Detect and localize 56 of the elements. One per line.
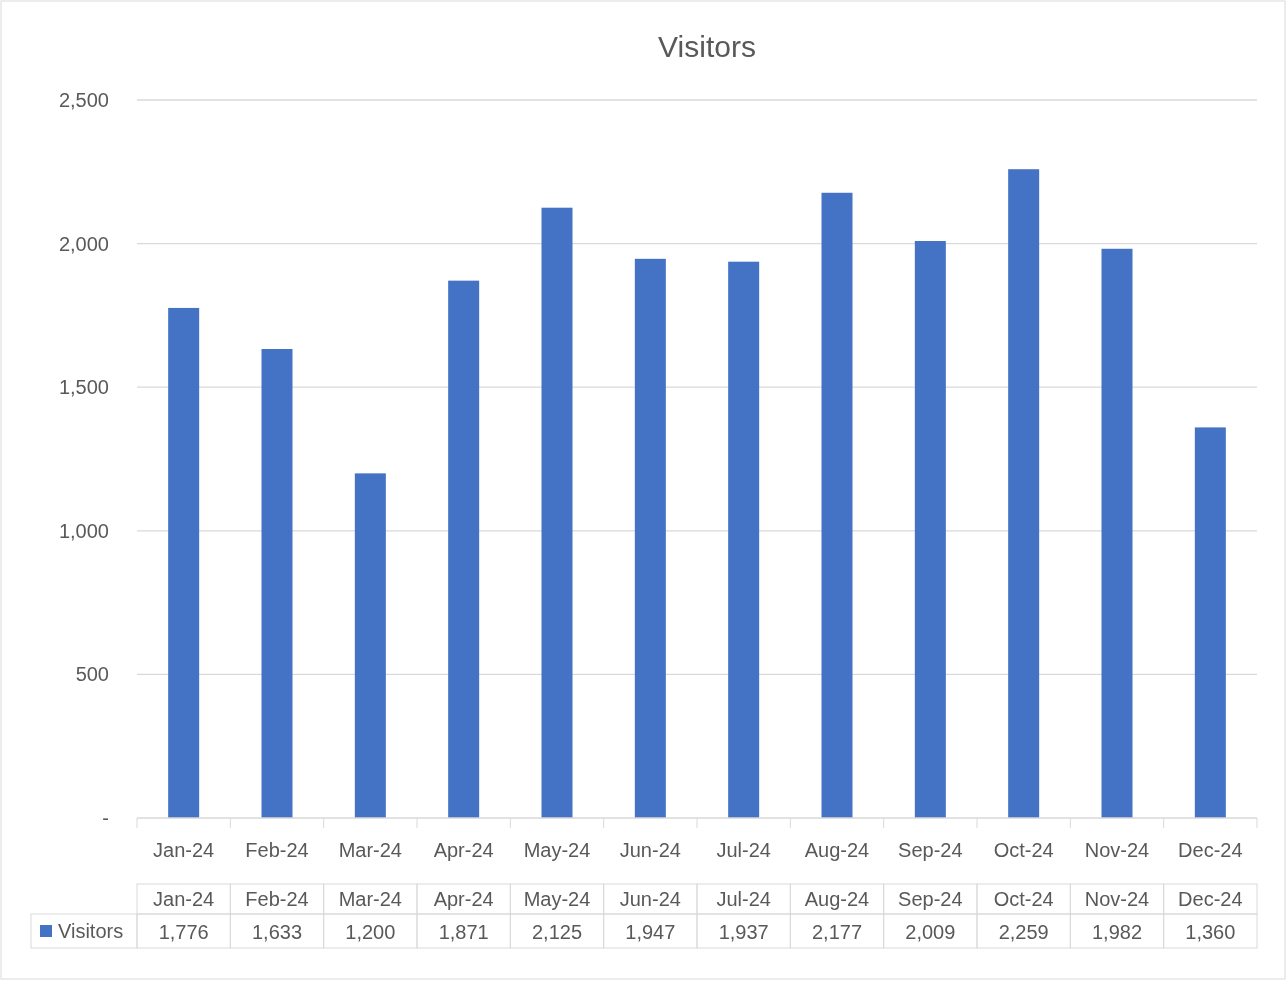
bar <box>1008 169 1040 818</box>
category-label: Nov-24 <box>1084 888 1150 910</box>
category-label: Dec-24 <box>1178 888 1243 910</box>
x-tick-label: Aug-24 <box>804 839 870 861</box>
data-label: 1,982 <box>1091 921 1143 943</box>
data-label: 1,776 <box>158 921 209 943</box>
data-label: 1,633 <box>251 921 303 943</box>
bar <box>168 307 200 818</box>
category-label: Feb-24 <box>245 888 309 910</box>
bar <box>1194 427 1226 818</box>
x-tick-label: Jul-24 <box>716 839 771 861</box>
bar <box>821 192 853 818</box>
bar <box>261 349 293 818</box>
data-label: 1,871 <box>438 921 489 943</box>
legend-label: Visitors <box>58 920 124 942</box>
data-label: 2,177 <box>811 921 863 943</box>
y-tick-label: 1,500 <box>58 376 109 399</box>
category-label: Apr-24 <box>433 888 494 910</box>
category-label: Sep-24 <box>898 888 963 910</box>
category-label: Oct-24 <box>993 888 1054 910</box>
y-tick-label: 500 <box>75 663 109 686</box>
x-tick-label: Oct-24 <box>993 839 1054 861</box>
bar <box>634 258 666 818</box>
y-tick-label: 2,000 <box>58 232 109 255</box>
x-tick-label: Nov-24 <box>1084 839 1150 861</box>
data-label: 2,009 <box>905 921 956 943</box>
x-tick-label: Dec-24 <box>1178 839 1243 861</box>
data-label: 1,200 <box>345 921 396 943</box>
bar <box>448 280 480 818</box>
category-label: Aug-24 <box>804 888 870 910</box>
y-tick-label: 2,500 <box>58 89 109 111</box>
bar <box>354 473 386 818</box>
data-label: 1,947 <box>625 921 676 943</box>
x-tick-label: May-24 <box>523 839 591 861</box>
data-label: 1,937 <box>718 921 769 943</box>
x-tick-label: Apr-24 <box>433 839 494 861</box>
category-label: May-24 <box>523 888 591 910</box>
chart-title: Visitors <box>658 30 756 63</box>
data-label: 2,125 <box>531 921 583 943</box>
y-tick-label: 1,000 <box>58 519 109 542</box>
category-label: Jun-24 <box>619 888 681 910</box>
y-tick-label: - <box>102 807 109 829</box>
x-tick-label: Mar-24 <box>338 839 403 861</box>
data-label: 2,259 <box>998 921 1049 943</box>
category-label: Mar-24 <box>338 888 403 910</box>
category-label: Jul-24 <box>716 888 771 910</box>
bar <box>541 207 573 818</box>
x-tick-label: Sep-24 <box>898 839 963 861</box>
bar <box>728 261 760 818</box>
bar <box>1101 248 1133 818</box>
bar <box>914 241 946 818</box>
x-tick-label: Jun-24 <box>619 839 681 861</box>
x-tick-label: Jan-24 <box>153 839 215 861</box>
category-label: Jan-24 <box>153 888 215 910</box>
data-label: 1,360 <box>1185 921 1236 943</box>
x-tick-label: Feb-24 <box>245 839 309 861</box>
